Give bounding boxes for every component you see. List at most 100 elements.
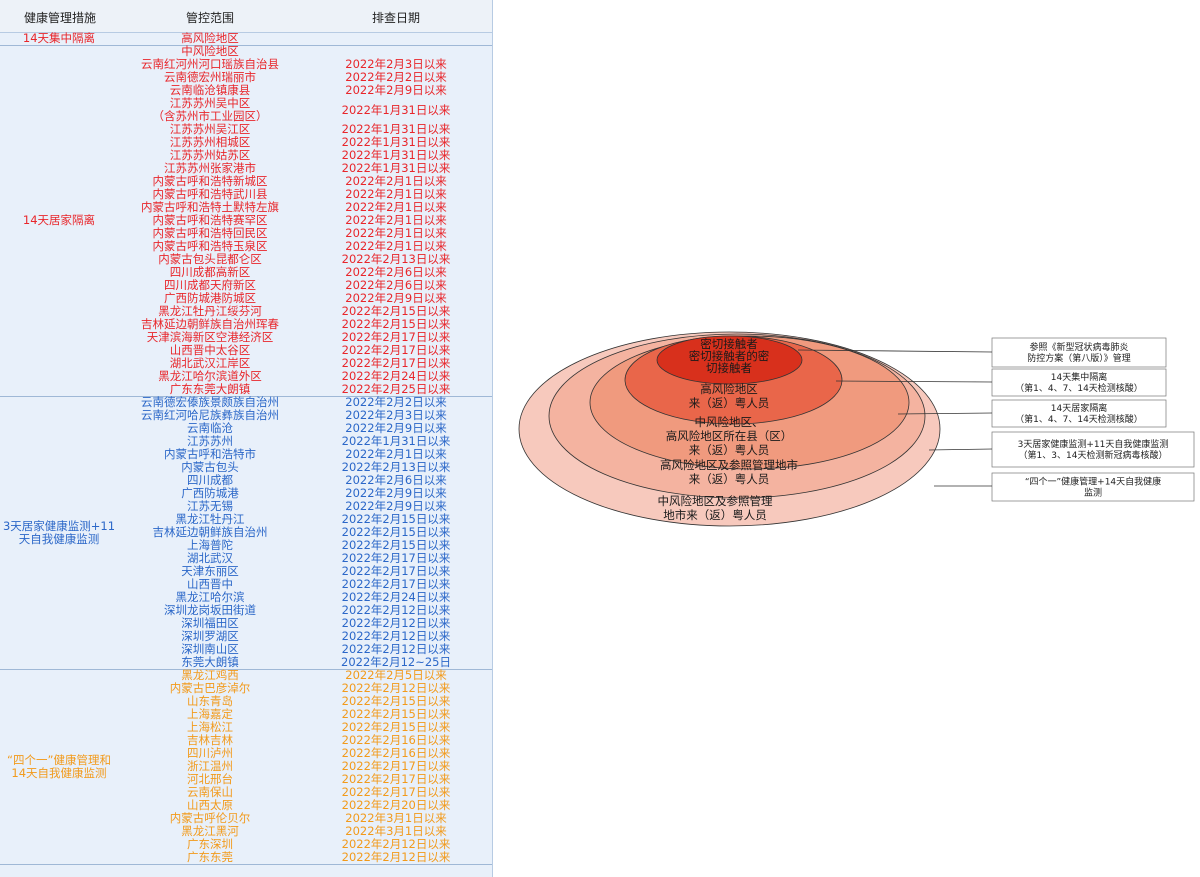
area-cell: 上海松江	[187, 720, 233, 734]
table-row: 江苏无锡 2022年2月9日以来	[120, 500, 492, 513]
date-cell: 2022年2月17日以来	[341, 759, 451, 773]
table-row: 深圳福田区 2022年2月12日以来	[120, 617, 492, 630]
area-cell: 东莞大朗镇	[181, 655, 239, 669]
date-cell: 2022年1月31日以来	[341, 103, 451, 117]
table-row: 内蒙古呼和浩特土默特左旗 2022年2月1日以来	[120, 201, 492, 214]
date-cell: 2022年1月31日以来	[341, 161, 451, 175]
table-row: 湖北武汉 2022年2月17日以来	[120, 552, 492, 565]
table-row: 云南保山 2022年2月17日以来	[120, 786, 492, 799]
date-cell: 2022年1月31日以来	[341, 135, 451, 149]
header-measure: 健康管理措施	[23, 11, 96, 25]
connector-line	[928, 448, 993, 451]
date-cell: 2022年2月15日以来	[341, 317, 451, 331]
table-row: 内蒙古呼和浩特新城区 2022年2月1日以来	[120, 175, 492, 188]
legend-text: （第1、4、7、14天检测核酸）	[1015, 413, 1143, 425]
area-cell: 江苏无锡	[187, 499, 233, 513]
date-cell: 2022年2月13日以来	[341, 252, 451, 266]
area-cell: 上海嘉定	[187, 707, 233, 721]
area-cell: 深圳罗湖区	[181, 629, 239, 643]
date-cell: 2022年2月2日以来	[345, 395, 447, 409]
date-cell: 2022年2月2日以来	[345, 70, 447, 84]
date-cell: 2022年2月24日以来	[341, 369, 451, 383]
ring-label: 来（返）粤人员	[689, 472, 770, 486]
ring-label: 来（返）粤人员	[689, 443, 770, 457]
date-cell: 2022年2月1日以来	[345, 226, 447, 240]
area-cell: 四川成都天府新区	[164, 278, 256, 292]
date-cell: 2022年2月15日以来	[341, 694, 451, 708]
measures-table: 健康管理措施 管控范围 排查日期 14天集中隔离 高风险地区 14天居家隔离 中风险地…	[0, 0, 493, 877]
area-cell: 广西防城港	[181, 486, 239, 500]
table-row: 上海嘉定 2022年2月15日以来	[120, 708, 492, 721]
date-cell: 2022年2月12日以来	[341, 681, 451, 695]
legend-box	[991, 337, 1167, 368]
table-row: 江苏苏州姑苏区 2022年1月31日以来	[120, 149, 492, 162]
date-cell: 2022年2月9日以来	[345, 499, 447, 513]
group-0: 14天集中隔离 高风险地区	[0, 32, 492, 46]
ring-label: 高风险地区	[700, 382, 758, 396]
date-cell: 2022年2月17日以来	[341, 785, 451, 799]
table-row: 湖北武汉江岸区 2022年2月17日以来	[120, 357, 492, 370]
area-cell: 吉林延边朝鲜族自治州珲春	[141, 317, 279, 331]
date-cell: 2022年2月12日以来	[341, 642, 451, 656]
area-cell: 天津滨海新区空港经济区	[146, 330, 274, 344]
ring-label: 高风险地区所在县（区）	[666, 429, 793, 443]
area-cell: 江苏苏州吴中区	[169, 96, 251, 110]
ring-label: 高风险地区及参照管理地市	[660, 458, 798, 472]
legend-text: “四个一”健康管理+14天自我健康	[1025, 476, 1161, 488]
area-cell: 云南红河州河口瑶族自治县	[141, 57, 279, 71]
legend-text: 参照《新型冠状病毒肺炎	[1029, 341, 1128, 353]
connector-line	[797, 349, 993, 353]
table-row: 内蒙古包头昆都仑区 2022年2月13日以来	[120, 253, 492, 266]
date-cell: 2022年2月1日以来	[345, 239, 447, 253]
area-cell: 内蒙古包头昆都仑区	[158, 252, 262, 266]
area-cell: 高风险地区	[181, 31, 239, 45]
legend-text: 14天居家隔离	[1051, 402, 1107, 414]
area-cell: 黑龙江哈尔滨道外区	[158, 369, 262, 383]
table-row: 天津东丽区 2022年2月17日以来	[120, 565, 492, 578]
group-1: 14天居家隔离 中风险地区 云南红河州河口瑶族自治县 2022年2月3日以来 云南德宏州…	[0, 45, 492, 397]
legend-box	[991, 368, 1167, 397]
area-cell: 上海普陀	[187, 538, 233, 552]
table-row: 广东深圳 2022年2月12日以来	[120, 838, 492, 851]
date-cell: 2022年2月1日以来	[345, 174, 447, 188]
date-cell: 2022年2月17日以来	[341, 772, 451, 786]
table-row: 吉林延边朝鲜族自治州 2022年2月15日以来	[120, 526, 492, 539]
date-cell: 2022年2月12日以来	[341, 616, 451, 630]
date-cell: 2022年1月31日以来	[341, 122, 451, 136]
date-cell: 2022年2月13日以来	[341, 460, 451, 474]
date-cell: 2022年2月9日以来	[345, 421, 447, 435]
date-cell: 2022年2月9日以来	[345, 83, 447, 97]
area-cell: 内蒙古呼和浩特土默特左旗	[141, 200, 279, 214]
table-row: 吉林延边朝鲜族自治州珲春 2022年2月15日以来	[120, 318, 492, 331]
table-row: 广东东莞 2022年2月12日以来	[120, 851, 492, 864]
table-row: 云南临沧镇康县 2022年2月9日以来	[120, 84, 492, 97]
date-cell: 2022年2月3日以来	[345, 57, 447, 71]
area-cell: 内蒙古呼伦贝尔	[169, 811, 251, 825]
date-cell: 2022年2月5日以来	[345, 668, 447, 682]
area-cell: 黑龙江牡丹江	[175, 512, 245, 526]
area-cell: 吉林延边朝鲜族自治州	[152, 525, 268, 539]
area-cell: 吉林吉林	[187, 733, 233, 747]
area-cell: 江苏苏州吴江区	[169, 122, 251, 136]
table-row: 山西晋中 2022年2月17日以来	[120, 578, 492, 591]
table-row: 广西防城港防城区 2022年2月9日以来	[120, 292, 492, 305]
date-cell: 2022年2月12日以来	[341, 629, 451, 643]
area-cell: 云南红河哈尼族彝族自治州	[141, 408, 279, 422]
legend-text: 监测	[1084, 487, 1102, 499]
area-cell: 山西太原	[187, 798, 233, 812]
date-cell: 2022年2月12~25日	[341, 655, 451, 669]
table-row: 四川成都天府新区 2022年2月6日以来	[120, 279, 492, 292]
date-cell: 2022年2月3日以来	[345, 408, 447, 422]
date-cell: 2022年2月1日以来	[345, 213, 447, 227]
date-cell: 2022年2月17日以来	[341, 577, 451, 591]
date-cell: 2022年2月9日以来	[345, 486, 447, 500]
date-cell: 2022年2月16日以来	[341, 733, 451, 747]
connector-line	[897, 412, 993, 415]
area-cell: 内蒙古呼和浩特武川县	[152, 187, 268, 201]
ring-4	[656, 335, 803, 385]
area-cell: 山东青岛	[187, 694, 233, 708]
group-measure: 14天集中隔离	[22, 31, 96, 45]
table-row: 内蒙古呼和浩特市 2022年2月1日以来	[120, 448, 492, 461]
table-row: 上海普陀 2022年2月15日以来	[120, 539, 492, 552]
date-cell: 2022年2月1日以来	[345, 187, 447, 201]
